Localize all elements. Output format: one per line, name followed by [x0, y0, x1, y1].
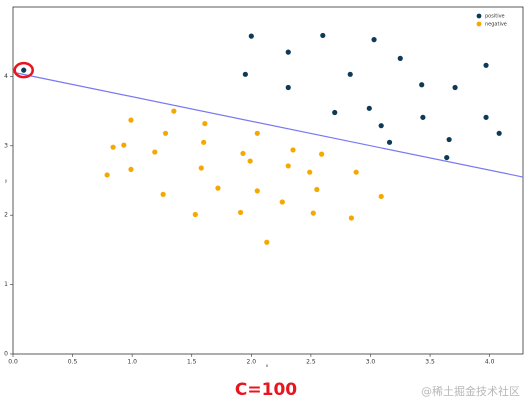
point	[160, 191, 166, 197]
plot-frame	[12, 6, 524, 355]
point	[152, 149, 158, 155]
point	[110, 144, 116, 150]
point	[254, 188, 260, 194]
point	[378, 193, 384, 200]
y-tick-label: 0	[4, 351, 8, 358]
legend-label: negative	[485, 22, 507, 28]
point	[285, 84, 291, 91]
point	[192, 211, 198, 218]
point	[420, 114, 426, 120]
point	[254, 130, 260, 136]
point	[240, 150, 246, 157]
x-tick-label: 3.5	[425, 359, 435, 366]
legend-marker	[476, 13, 482, 19]
legend-label: positive	[485, 14, 505, 20]
point	[320, 32, 326, 39]
point	[215, 185, 221, 191]
point	[264, 239, 270, 245]
point	[366, 105, 372, 111]
point	[444, 154, 450, 161]
point	[452, 84, 458, 91]
decision-boundary	[12, 71, 524, 178]
point	[285, 163, 291, 169]
point	[21, 67, 27, 73]
caption: C=100	[235, 380, 297, 400]
x-tick-label: 4.0	[485, 359, 495, 366]
point	[483, 62, 489, 68]
point	[162, 130, 169, 136]
point	[128, 117, 134, 123]
y-tick-label: 1	[4, 281, 8, 288]
point	[332, 109, 338, 116]
x-tick-label: 1.5	[187, 359, 197, 366]
point	[353, 169, 359, 175]
point	[348, 215, 355, 221]
point	[386, 139, 393, 145]
watermark: @稀土掘金技术社区	[421, 384, 520, 398]
point	[247, 158, 253, 164]
point	[198, 165, 204, 171]
point	[378, 123, 384, 129]
point	[419, 82, 425, 88]
x-tick-label: 0.0	[8, 359, 18, 366]
x-axis-label: x	[266, 363, 269, 368]
point	[446, 136, 452, 143]
point	[319, 151, 325, 157]
x-tick-label: 0.5	[68, 359, 78, 366]
x-tick-label: 1.0	[127, 359, 137, 366]
point	[248, 33, 254, 39]
point	[201, 139, 207, 145]
point	[307, 169, 313, 175]
y-axis-label: y	[5, 178, 8, 183]
point	[104, 172, 110, 178]
point	[242, 71, 248, 77]
point	[285, 49, 291, 55]
point	[347, 71, 353, 77]
highlight-ring	[13, 61, 34, 79]
point	[371, 37, 377, 43]
point	[279, 199, 285, 205]
point	[290, 147, 296, 153]
point	[121, 142, 127, 148]
point	[483, 114, 489, 120]
x-tick-label: 2.0	[247, 359, 257, 366]
point	[314, 186, 320, 193]
x-tick-label: 2.5	[306, 359, 316, 366]
y-tick-label: 4	[4, 73, 8, 80]
point	[496, 130, 502, 136]
point	[310, 210, 316, 216]
point	[202, 120, 208, 127]
y-tick-label: 3	[4, 142, 8, 149]
y-tick-label: 2	[4, 212, 8, 219]
x-tick-label: 3.0	[366, 359, 376, 366]
point	[237, 209, 244, 216]
point	[128, 166, 134, 172]
point	[171, 108, 177, 114]
point	[397, 55, 403, 61]
legend-marker	[476, 21, 482, 27]
